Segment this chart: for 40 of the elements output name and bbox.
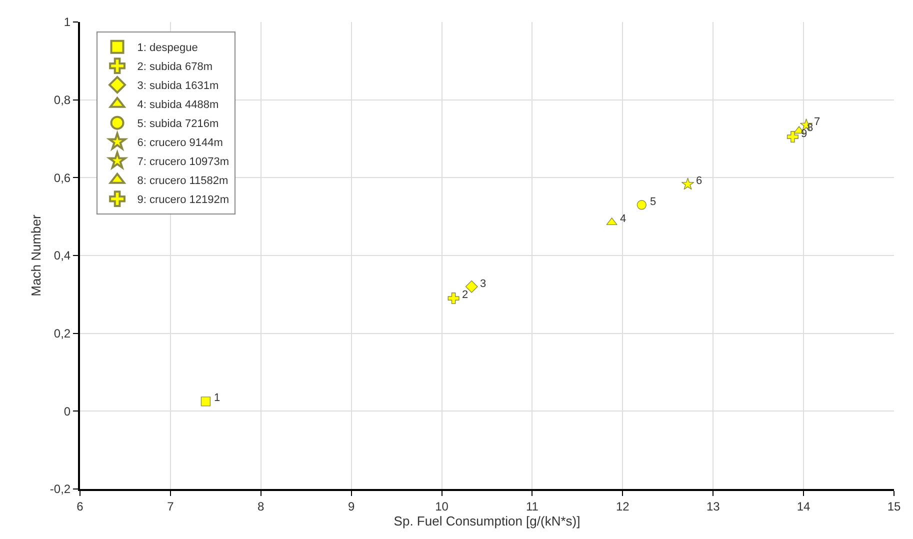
legend-label: 9: crucero 12192m — [137, 194, 229, 206]
x-tick-label: 11 — [526, 499, 539, 514]
point — [200, 396, 211, 406]
y-tick-label: -0,2 — [50, 482, 71, 496]
legend-label: 4: subida 4488m — [137, 99, 219, 112]
y-tick-label: 1 — [64, 15, 71, 30]
x-tick-label: 15 — [887, 499, 901, 514]
legend-label: 3: subida 1631m — [137, 80, 219, 92]
y-tick-label: 0,8 — [54, 93, 71, 108]
point — [786, 131, 798, 143]
x-tick-label: 12 — [616, 499, 630, 514]
x-tick-label: 6 — [76, 499, 84, 514]
legend-label: 1: despegue — [137, 42, 198, 54]
annotation: 3 — [480, 278, 486, 290]
y-tick-label: 0,4 — [54, 248, 71, 263]
annotation: 7 — [814, 116, 820, 128]
point — [448, 292, 460, 304]
annotation: 6 — [696, 175, 702, 187]
x-tick-label: 7 — [167, 499, 174, 514]
y-axis-title: Mach Number — [28, 214, 44, 296]
x-tick-label: 9 — [348, 499, 355, 514]
legend-label: 7: crucero 10973m — [137, 156, 229, 168]
legend-label: 5: subida 7216m — [137, 118, 219, 130]
y-tick-label: 0,2 — [54, 326, 71, 341]
x-tick-label: 8 — [258, 499, 265, 514]
annotation: 1 — [214, 392, 220, 404]
annotation: 4 — [620, 213, 626, 225]
annotation: 2 — [462, 289, 468, 301]
x-tick-label: 13 — [706, 499, 720, 514]
legend-label: 2: subida 678m — [137, 61, 212, 74]
x-tick-label: 10 — [435, 499, 449, 514]
y-tick-label: 0 — [64, 404, 71, 418]
legend-label: 8: crucero 11582m — [137, 175, 228, 188]
y-tick-label: 0,6 — [54, 170, 71, 185]
annotation: 5 — [650, 196, 656, 208]
point — [681, 178, 694, 190]
point — [636, 200, 647, 210]
legend-label: 6: crucero 9144m — [137, 137, 223, 150]
x-tick-label: 14 — [796, 499, 811, 514]
x-axis-title: Sp. Fuel Consumption [g/(kN*s)] — [394, 513, 580, 528]
